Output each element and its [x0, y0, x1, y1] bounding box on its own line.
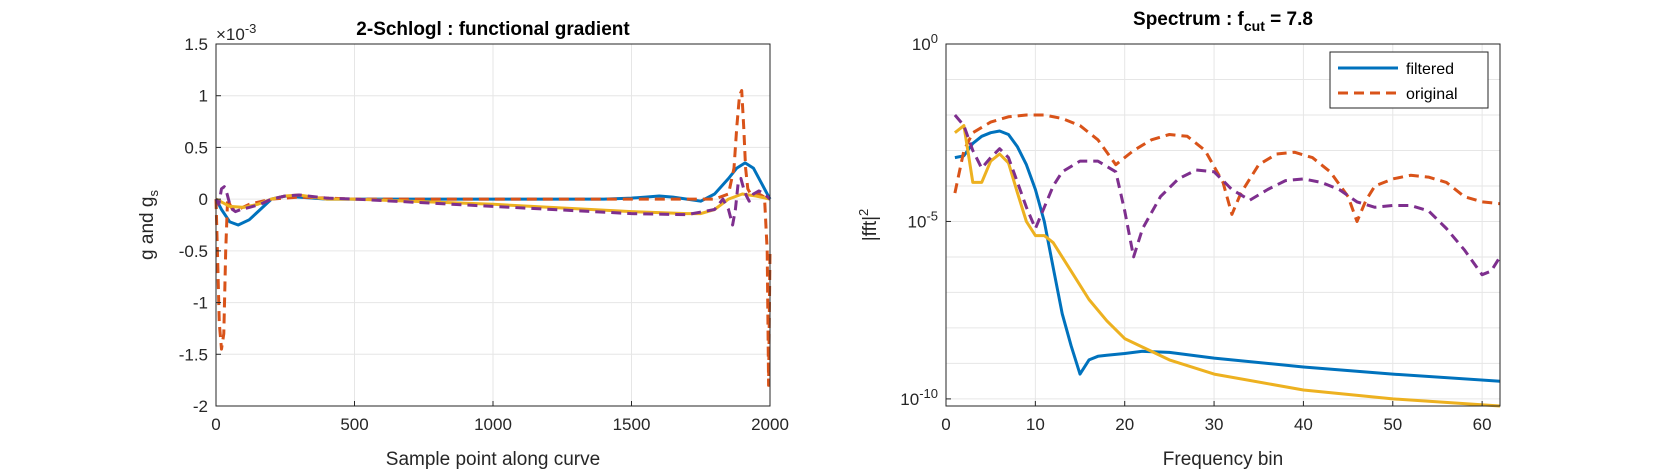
right-y-axis-label-main: |fft| [860, 216, 881, 241]
left-series-line-4 [214, 177, 772, 227]
right-y-axis-label: |fft|2 [856, 209, 881, 242]
left-x-tick-label: 1500 [613, 415, 651, 434]
left-series-line-3 [215, 192, 771, 216]
right-series-group [953, 113, 1502, 408]
right-title-sub: cut [1244, 18, 1265, 34]
left-y-tick-label: -1 [193, 294, 208, 313]
legend-original-label: original [1406, 86, 1458, 103]
right-x-tick-label: 0 [941, 415, 950, 434]
right-series-line-2 [953, 113, 1501, 223]
left-y-axis-label-main: g and g [137, 197, 158, 260]
right-y-tick-base: 10 [912, 35, 931, 54]
left-ticks: 0 500 1000 1500 2000 1.5 1 0.5 0 -0.5 -1 -1.5 -2 [179, 35, 789, 434]
left-y-exponent-prefix: ×10 [216, 25, 245, 44]
right-axes-box [945, 43, 1501, 407]
right-y-tick-label: 10-10 [900, 386, 938, 409]
right-x-tick-label: 60 [1473, 415, 1492, 434]
left-x-tick-label: 2000 [751, 415, 789, 434]
right-x-tick-label: 10 [1026, 415, 1045, 434]
left-y-axis-label: g and gs [137, 190, 161, 260]
right-y-tick-exponent: -5 [926, 208, 938, 223]
left-x-tick-label: 500 [340, 415, 368, 434]
right-x-tick-label: 40 [1294, 415, 1313, 434]
right-title-main: Spectrum : f [1133, 9, 1245, 30]
right-y-axis-label-sup: 2 [856, 209, 871, 216]
right-series-line-3 [953, 124, 1501, 408]
right-series-line-4 [953, 114, 1502, 277]
left-y-tick-label: 1 [199, 87, 208, 106]
left-y-tick-label: 0 [199, 190, 208, 209]
left-y-tick-label: 1.5 [184, 35, 208, 54]
right-y-tick-label: 100 [912, 31, 938, 54]
left-series-group [214, 89, 772, 387]
right-x-tick-label: 30 [1205, 415, 1224, 434]
left-x-tick-label: 0 [211, 415, 220, 434]
left-y-tick-label: -2 [193, 397, 208, 416]
right-y-tick-base: 10 [900, 390, 919, 409]
right-y-tick-exponent: 0 [931, 31, 938, 46]
right-y-tick-base: 10 [908, 212, 927, 231]
right-x-tick-label: 50 [1383, 415, 1402, 434]
left-series-line-2 [214, 89, 772, 387]
right-x-tick-label: 20 [1115, 415, 1134, 434]
left-y-tick-label: -0.5 [179, 242, 208, 261]
left-axes: 0 500 1000 1500 2000 1.5 1 0.5 0 -0.5 -1 -1.5 -2 2-S… [137, 19, 789, 470]
legend-filtered-label: filtered [1406, 61, 1454, 78]
left-y-exponent-value: -3 [245, 21, 257, 36]
left-y-tick-label: -1.5 [179, 345, 208, 364]
right-x-axis-label: Frequency bin [1163, 449, 1283, 470]
left-chart-title: 2-Schlogl : functional gradient [356, 19, 630, 40]
right-y-tick-exponent: -10 [919, 386, 938, 401]
left-y-axis-label-sub: s [146, 190, 161, 197]
right-title-tail: = 7.8 [1265, 9, 1313, 30]
left-y-tick-label: 0.5 [184, 138, 208, 157]
left-y-exponent: ×10-3 [216, 21, 256, 44]
right-y-tick-label: 10-5 [908, 208, 938, 231]
left-x-tick-label: 1000 [474, 415, 512, 434]
left-x-axis-label: Sample point along curve [386, 449, 600, 470]
legend: filtered original [1329, 51, 1489, 109]
right-chart-title: Spectrum : fcut = 7.8 [1133, 9, 1313, 34]
right-series-line-1 [954, 129, 1501, 383]
legend-box [1329, 51, 1489, 109]
